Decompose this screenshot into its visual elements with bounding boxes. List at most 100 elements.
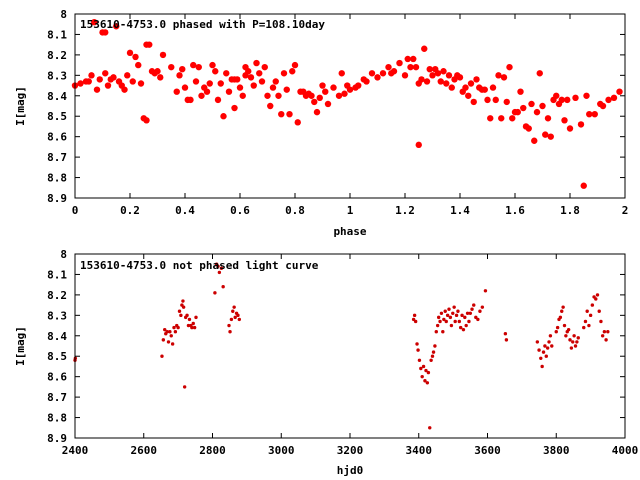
data-point — [443, 309, 447, 313]
data-point — [198, 92, 205, 99]
x-tick-label: 1.4 — [450, 204, 470, 217]
phased-tick-marks — [74, 13, 626, 199]
y-tick-label: 8.4 — [47, 90, 67, 103]
phased-data-points — [71, 18, 623, 189]
data-point — [585, 309, 589, 313]
data-point — [308, 92, 315, 99]
data-point — [225, 88, 233, 95]
data-point — [229, 317, 234, 322]
data-point — [113, 23, 120, 30]
data-point — [580, 182, 587, 189]
y-tick-label: 8 — [60, 8, 67, 21]
data-point — [168, 329, 172, 334]
data-point — [550, 344, 554, 348]
data-point — [233, 315, 237, 320]
data-point — [267, 102, 274, 110]
data-point — [451, 311, 455, 315]
data-point — [159, 51, 167, 59]
x-tick-label: 0.4 — [175, 204, 195, 217]
data-point — [124, 72, 131, 79]
data-point — [602, 329, 607, 334]
data-point — [346, 86, 354, 93]
data-point — [228, 329, 232, 334]
data-point — [126, 49, 134, 57]
data-point — [442, 317, 446, 322]
unphased-x-axis-label: hjd0 — [337, 464, 364, 477]
data-point — [428, 426, 432, 430]
data-point — [440, 68, 447, 75]
data-point — [269, 84, 277, 91]
data-point — [294, 119, 301, 126]
data-point — [566, 327, 571, 332]
y-tick-label: 8.7 — [47, 151, 67, 164]
unphased-y-axis-label: I[mag] — [14, 326, 27, 366]
data-point — [194, 315, 198, 320]
y-tick-label: 8.3 — [47, 309, 67, 322]
data-point — [187, 96, 194, 104]
data-point — [192, 78, 200, 85]
data-point — [520, 104, 527, 112]
data-point — [503, 98, 510, 106]
data-point — [506, 63, 513, 71]
x-tick-label: 4000 — [612, 444, 639, 457]
data-point — [278, 110, 285, 118]
x-tick-label: 1 — [347, 204, 354, 217]
data-point — [481, 86, 488, 93]
data-point — [495, 72, 502, 79]
data-point — [416, 348, 420, 352]
unphased-light-curve-chart: 2400 2600 2800 3000 3200 3400 3600 3800 4000 8 8.… — [14, 248, 638, 477]
data-point — [421, 364, 426, 369]
data-point — [217, 80, 224, 87]
phased-light-curve-chart: 0 0.2 0.4 0.6 0.8 1 1.2 1.4 1.6 1.8 2 8 8.1 8.2 8.3 8.… — [14, 8, 628, 238]
data-point — [417, 358, 422, 363]
data-point — [313, 108, 321, 116]
data-point — [604, 338, 608, 342]
data-point — [514, 108, 521, 116]
data-point — [470, 307, 474, 311]
data-point — [588, 313, 593, 318]
data-point — [102, 29, 109, 36]
y-tick-label: 8.9 — [47, 432, 67, 445]
data-point — [190, 61, 197, 69]
data-point — [203, 88, 211, 95]
data-point — [121, 86, 128, 93]
unphased-x-tick-labels: 2400 2600 2800 3000 3200 3400 3600 3800 4000 — [62, 444, 639, 457]
data-point — [324, 100, 332, 108]
data-point — [137, 80, 145, 87]
data-point — [418, 76, 425, 83]
data-point — [231, 309, 235, 313]
data-point — [177, 309, 182, 313]
phased-y-axis-label: I[mag] — [14, 86, 27, 126]
data-point — [573, 344, 578, 348]
data-point — [424, 368, 428, 373]
data-point — [467, 319, 471, 324]
data-point — [355, 82, 362, 89]
y-tick-label: 8.2 — [47, 49, 67, 62]
data-point — [492, 96, 499, 104]
data-point — [571, 340, 575, 344]
data-point — [237, 317, 242, 322]
x-tick-label: 3800 — [543, 444, 570, 457]
data-point — [500, 74, 508, 81]
y-tick-label: 8.8 — [47, 172, 67, 185]
data-point — [253, 59, 260, 67]
data-point — [231, 104, 238, 112]
y-tick-label: 8.2 — [47, 289, 67, 302]
data-point — [227, 323, 231, 328]
data-point — [195, 63, 202, 71]
data-point — [289, 68, 296, 75]
data-point — [460, 313, 464, 318]
data-point — [473, 76, 480, 83]
data-point — [561, 117, 568, 124]
data-point — [458, 325, 463, 330]
data-point — [449, 323, 454, 328]
data-point — [483, 289, 488, 293]
data-point — [283, 86, 290, 93]
y-tick-label: 8.4 — [47, 330, 67, 343]
data-point — [221, 285, 225, 289]
data-point — [590, 303, 595, 307]
data-point — [213, 291, 217, 295]
data-point — [562, 323, 567, 328]
data-point — [453, 319, 457, 324]
